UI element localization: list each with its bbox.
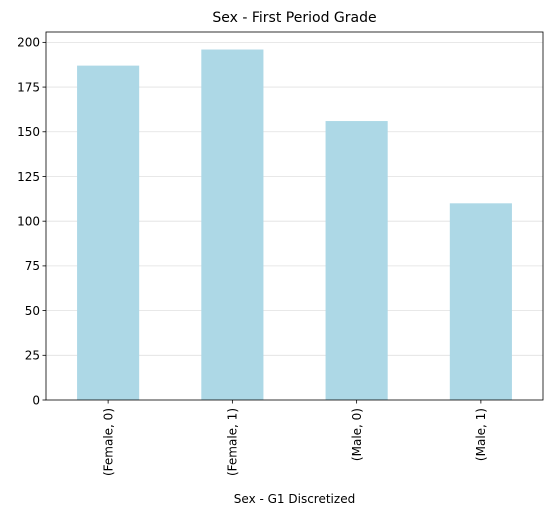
bar [325,121,388,400]
bar [77,65,140,401]
y-axis-ticks: 0 25 50 75 100 125 150 175 200 [17,36,46,407]
x-tick-label: (Male, 0) [350,408,364,461]
chart-title: Sex - First Period Grade [212,10,376,26]
y-tick-label: 200 [17,36,40,50]
x-tick-label: (Female, 1) [226,408,240,476]
x-tick-label: (Female, 0) [101,408,115,476]
bars [77,49,512,401]
x-tick-label: (Male, 1) [474,408,488,461]
x-axis-label: Sex - G1 Discretized [234,492,355,506]
y-tick-label: 0 [32,393,40,407]
y-tick-label: 25 [25,349,40,363]
y-tick-label: 100 [17,214,40,228]
bar [201,49,264,401]
y-tick-label: 150 [17,125,40,139]
plot-frame [45,31,544,401]
y-tick-label: 125 [17,170,40,184]
y-tick-label: 75 [25,259,40,273]
y-tick-label: 50 [25,304,40,318]
x-axis-ticks: (Female, 0) (Female, 1) (Male, 0) (Male, 1) [101,400,488,476]
bar [449,203,512,400]
y-tick-label: 175 [17,80,40,94]
